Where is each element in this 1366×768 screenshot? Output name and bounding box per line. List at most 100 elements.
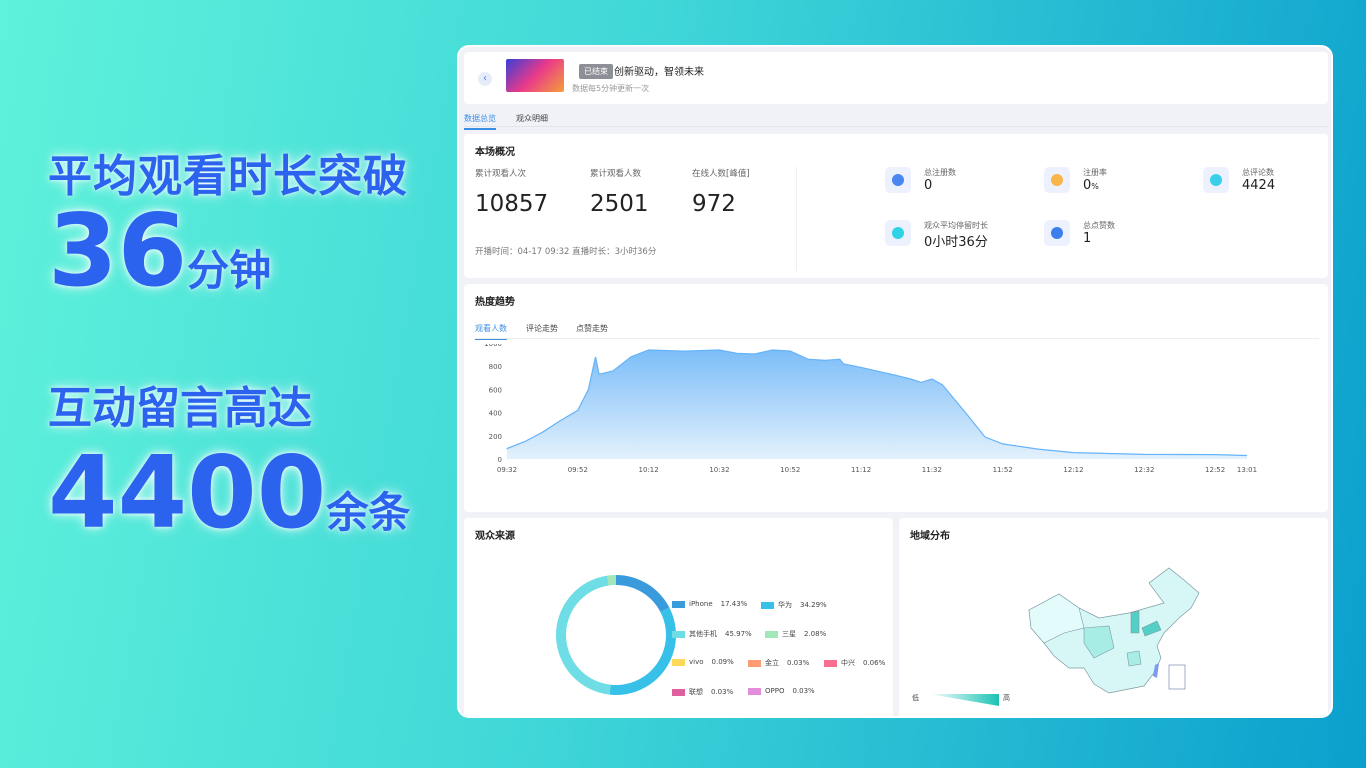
- kpi-number: 0: [924, 178, 933, 193]
- stat-value: 2501: [590, 191, 649, 217]
- main-tabs: 数据总览 观众明细: [464, 109, 1328, 130]
- legend-swatch: [672, 688, 685, 696]
- kpi-value: 1: [1083, 231, 1091, 246]
- slice-其他手机: [556, 575, 611, 695]
- legend-item[interactable]: iPhone 17.43%: [672, 600, 747, 608]
- legend-swatch: [824, 659, 837, 667]
- y-tick-label: 400: [489, 410, 502, 418]
- slice-三星: [607, 575, 616, 586]
- legend-swatch: [672, 600, 685, 608]
- map-region: [1153, 663, 1159, 678]
- legend-swatch: [761, 601, 774, 609]
- legend-name: 中兴: [841, 659, 855, 667]
- legend-item[interactable]: 中兴 0.06%: [824, 658, 885, 668]
- legend-item[interactable]: vivo 0.09%: [672, 658, 734, 666]
- dashboard-window: ‹ 已结束 创新驱动，智领未来 数据每5分钟更新一次 数据总览 观众明细 本场概…: [457, 45, 1333, 718]
- kpi-number: 0小时36分: [924, 235, 988, 250]
- promo-unit-1: 分钟: [187, 246, 272, 295]
- legend-item[interactable]: OPPO 0.03%: [748, 687, 815, 695]
- kpi-1: 注册率 0%: [1044, 167, 1194, 197]
- x-tick-label: 13:01: [1237, 466, 1257, 474]
- user-icon: [885, 167, 911, 193]
- map-region: [1028, 567, 1200, 694]
- comment-icon: [1203, 167, 1229, 193]
- slice-iPhone: [616, 575, 670, 613]
- stat-value: 972: [692, 191, 736, 217]
- legend-swatch: [672, 658, 685, 666]
- trend-card: 热度趋势 观看人数 评论走势 点赞走势 0 200 400 600 800 1000 09:…: [464, 284, 1328, 512]
- source-title: 观众来源: [475, 531, 515, 542]
- region-card: 地域分布 低 高: [899, 518, 1328, 716]
- y-tick-label: 1000: [484, 344, 502, 348]
- update-note: 数据每5分钟更新一次: [572, 84, 650, 93]
- tab-likes[interactable]: 点赞走势: [576, 324, 608, 333]
- legend-item[interactable]: 联想 0.03%: [672, 687, 733, 697]
- legend-name: vivo: [689, 658, 704, 666]
- pie-icon: [1044, 167, 1070, 193]
- tab-overview[interactable]: 数据总览: [464, 113, 496, 130]
- legend-swatch: [748, 659, 761, 667]
- legend-name: 其他手机: [689, 630, 717, 638]
- kpi-unit: %: [1091, 182, 1099, 191]
- x-tick-label: 10:32: [709, 466, 729, 474]
- promo-line-2: 互动留言高达: [48, 383, 312, 434]
- kpi-value: 0小时36分: [924, 231, 988, 250]
- kpi-2: 总评论数 4424: [1203, 167, 1331, 197]
- stat-total-views: 累计观看人次 10857: [475, 167, 548, 217]
- legend-value: 0.06%: [863, 659, 886, 667]
- legend-name: OPPO: [765, 687, 785, 695]
- legend-item[interactable]: 三星 2.08%: [765, 629, 826, 639]
- tab-viewers[interactable]: 观看人数: [475, 323, 507, 340]
- kpi-number: 0: [1083, 178, 1092, 193]
- region-title: 地域分布: [910, 531, 950, 542]
- legend-value: 0.03%: [792, 687, 815, 695]
- map-region: [1141, 620, 1162, 637]
- live-title: 创新驱动，智领未来: [614, 67, 704, 78]
- promo-line-1: 平均观看时长突破: [48, 151, 408, 202]
- broadcast-meta: 开播时间：04-17 09:32 直播时长：3小时36分: [475, 247, 657, 257]
- legend-value: 0.03%: [787, 659, 810, 667]
- kpi-number: 4424: [1242, 178, 1276, 193]
- legend-swatch: [748, 687, 761, 695]
- tab-comments[interactable]: 评论走势: [526, 324, 558, 333]
- kpi-value: 0%: [1083, 178, 1099, 193]
- map-inset: [1168, 664, 1186, 690]
- kpi-label: 总评论数: [1242, 168, 1274, 177]
- source-donut-chart: [556, 575, 676, 695]
- y-tick-label: 0: [498, 456, 502, 464]
- promo-duration: 36分钟: [48, 196, 271, 326]
- divider: [796, 167, 797, 271]
- stat-peak-online: 在线人数[峰值] 972: [692, 167, 750, 217]
- slice-华为: [609, 607, 676, 695]
- tab-audience[interactable]: 观众明细: [516, 114, 548, 123]
- kpi-3: 观众平均停留时长 0小时36分: [885, 220, 1035, 250]
- legend-value: 34.29%: [800, 601, 827, 609]
- legend-name: iPhone: [689, 600, 713, 608]
- kpi-value: 4424: [1242, 178, 1275, 193]
- chevron-left-icon[interactable]: ‹: [478, 72, 492, 86]
- stat-value: 10857: [475, 191, 549, 217]
- kpi-label: 注册率: [1083, 168, 1107, 177]
- kpi-4: 总点赞数 1: [1044, 220, 1194, 250]
- legend-name: 金立: [765, 659, 779, 667]
- trend-title: 热度趋势: [475, 297, 515, 308]
- scale-high-label: 高: [1003, 694, 1010, 702]
- y-tick-label: 200: [489, 433, 502, 441]
- legend-item[interactable]: 金立 0.03%: [748, 658, 809, 668]
- legend-value: 45.97%: [725, 630, 752, 638]
- stat-total-viewers: 累计观看人数 2501: [590, 167, 649, 217]
- stat-label: 累计观看人次: [475, 169, 527, 179]
- y-tick-label: 800: [489, 363, 502, 371]
- x-tick-label: 11:52: [993, 466, 1013, 474]
- overview-card: 本场概况 累计观看人次 10857 累计观看人数 2501 在线人数[峰值] 972 …: [464, 134, 1328, 278]
- legend-item[interactable]: 其他手机 45.97%: [672, 629, 752, 639]
- heart-icon: [1044, 220, 1070, 246]
- stat-label: 在线人数[峰值]: [692, 169, 750, 179]
- kpi-label: 观众平均停留时长: [924, 221, 988, 230]
- legend-item[interactable]: 华为 34.29%: [761, 600, 827, 610]
- legend-name: 联想: [689, 688, 703, 696]
- map-region: [1083, 625, 1115, 659]
- kpi-label: 总点赞数: [1083, 221, 1115, 230]
- promo-comments: 4400余条: [48, 438, 410, 568]
- scale-low-label: 低: [912, 694, 919, 702]
